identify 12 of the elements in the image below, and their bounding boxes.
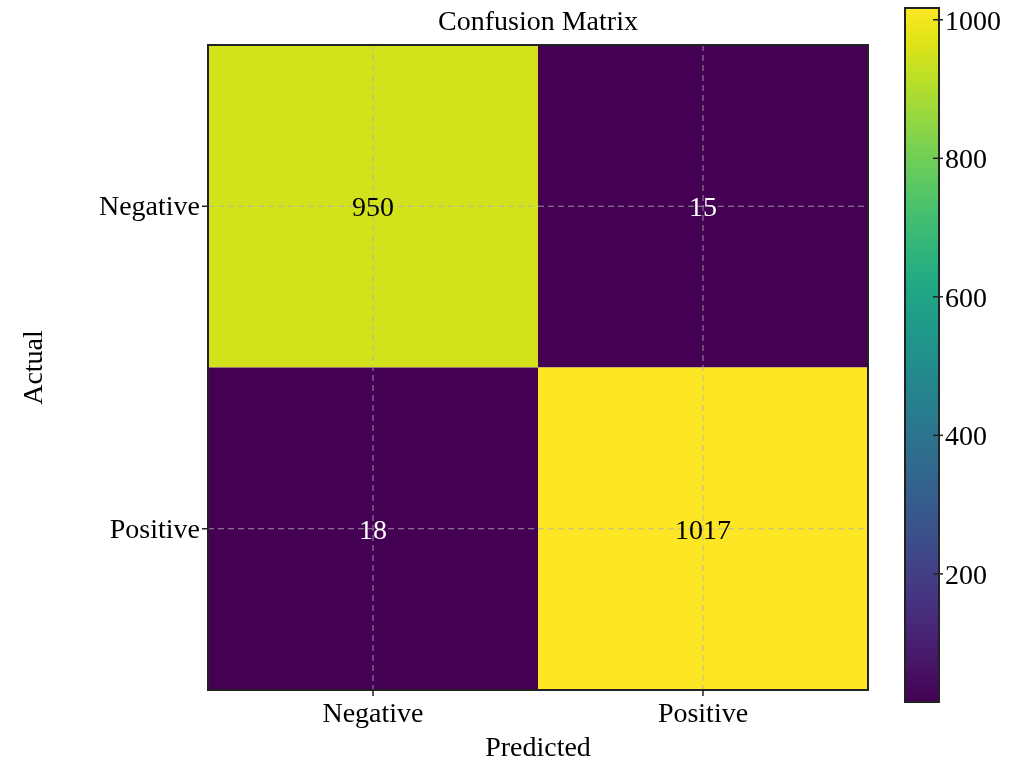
x-axis-title: Predicted — [485, 731, 591, 762]
color-bar-label: 600 — [945, 281, 987, 313]
data-label: 15 — [689, 191, 717, 223]
data-label: 1017 — [675, 513, 731, 545]
color-bar-label: 1000 — [945, 4, 1001, 36]
data-label: 18 — [359, 513, 387, 545]
chart-title: Confusion Matrix — [438, 5, 638, 36]
color-bar-label: 200 — [945, 558, 987, 590]
color-bar-label: 800 — [945, 143, 987, 175]
data-label: 950 — [352, 191, 394, 223]
color-bar-label: 400 — [945, 420, 987, 452]
y-axis-title: Actual — [17, 329, 48, 405]
